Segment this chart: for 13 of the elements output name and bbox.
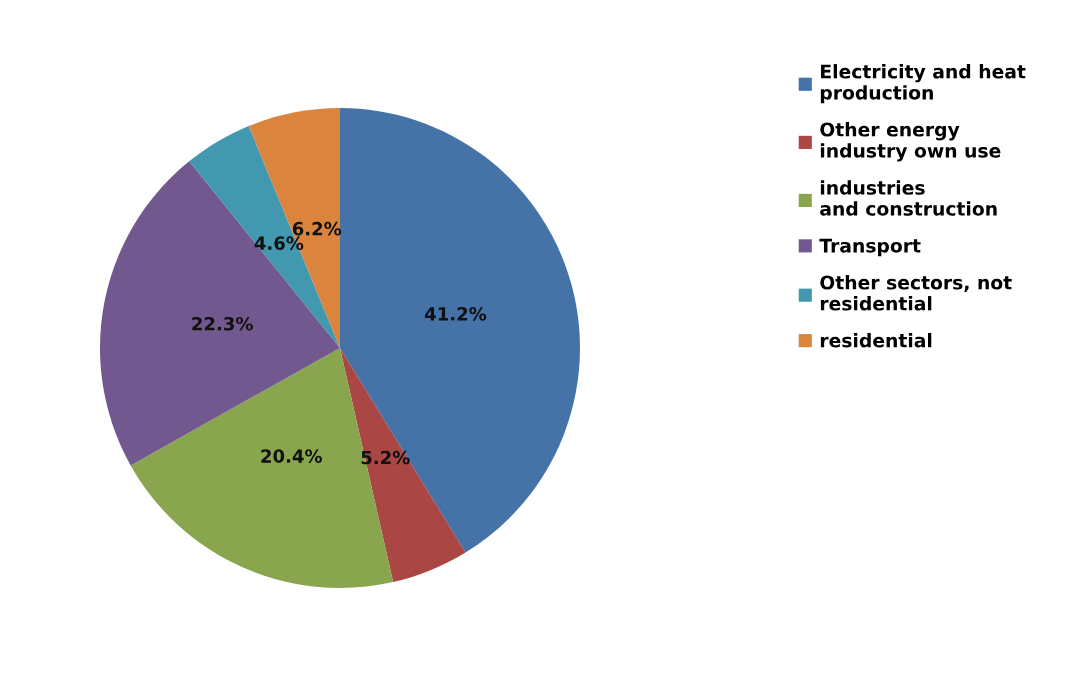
pie-slice <box>189 126 340 348</box>
pie-slice <box>340 108 580 553</box>
pie-slice <box>340 348 466 583</box>
legend-label: Other sectors, not residential <box>820 275 1012 311</box>
legend-label: Transport <box>819 238 921 257</box>
legend-label: Electricity and heat production <box>820 64 1026 104</box>
data-label: 20.4% <box>261 449 323 463</box>
legend-label: industries and construction <box>820 180 997 216</box>
data-label: 41.2% <box>424 306 487 321</box>
legend-label: Other energy industry own use <box>820 122 1001 162</box>
pie-slice <box>100 161 340 466</box>
legend-label: residential <box>820 332 932 348</box>
data-label: 22.3% <box>192 316 253 331</box>
